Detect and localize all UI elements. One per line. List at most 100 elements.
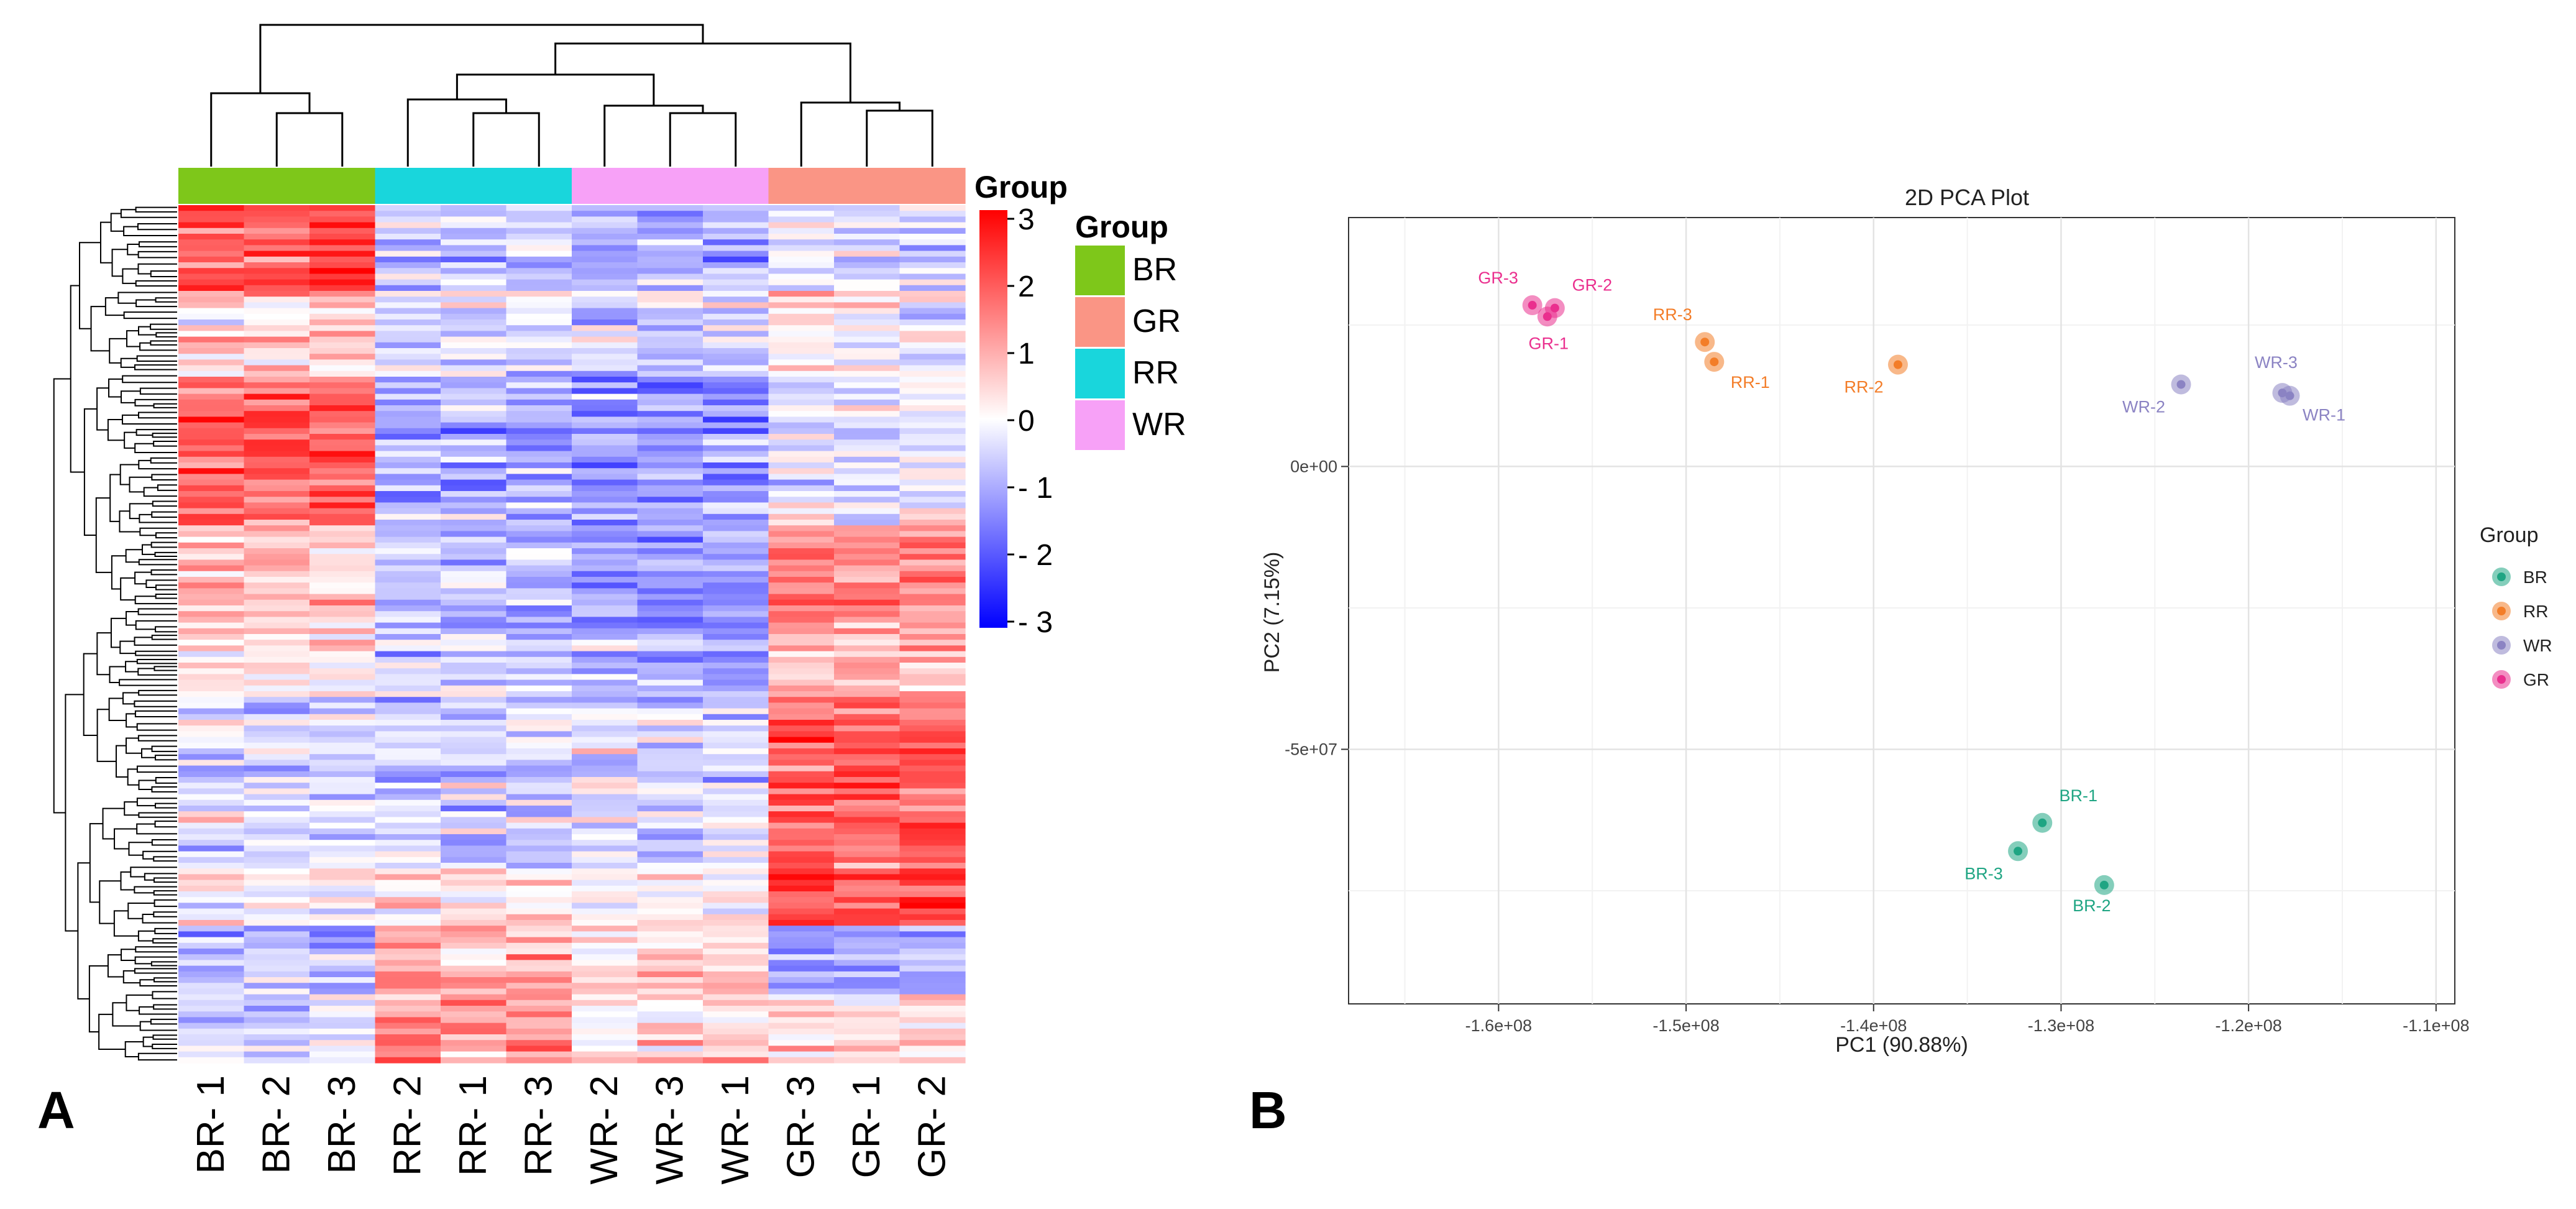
heatmap-cell — [309, 783, 376, 789]
heatmap-cell — [834, 451, 901, 457]
heatmap-cell — [178, 211, 245, 217]
heatmap-cell — [506, 485, 572, 492]
heatmap-cell — [572, 416, 638, 423]
heatmap-cell — [178, 599, 245, 606]
heatmap-cell — [506, 954, 572, 960]
heatmap-cell — [834, 1011, 901, 1018]
heatmap-cell — [244, 663, 310, 669]
heatmap-cell — [768, 565, 835, 572]
heatmap-cell — [506, 565, 572, 572]
heatmap-cell — [375, 851, 441, 858]
heatmap-cell — [244, 582, 310, 589]
heatmap-cell — [309, 262, 376, 269]
heatmap-cell — [768, 325, 835, 331]
heatmap-cell — [309, 771, 376, 778]
heatmap-cell — [703, 651, 769, 658]
heatmap-cell — [768, 548, 835, 554]
dendrogram-branch — [120, 871, 135, 891]
heatmap-cell — [834, 971, 901, 978]
heatmap-cell — [834, 834, 901, 840]
heatmap-cell — [244, 908, 310, 915]
dendrogram-branch — [153, 890, 165, 896]
heatmap-cell — [244, 863, 310, 869]
heatmap-cell — [244, 897, 310, 903]
heatmap-cell — [834, 393, 901, 400]
dendrogram-branch — [53, 378, 71, 814]
heatmap-cell — [309, 222, 376, 229]
heatmap-cell — [441, 954, 507, 960]
heatmap-cell — [572, 651, 638, 658]
heatmap-cell — [244, 559, 310, 566]
heatmap-cell — [244, 1011, 310, 1018]
heatmap-cell — [834, 285, 901, 292]
heatmap-cell — [834, 274, 901, 280]
heatmap-cell — [572, 937, 638, 944]
heatmap-cell — [244, 771, 310, 778]
sample-label: BR- 3 — [321, 1075, 364, 1174]
pca-legend-label-wr: WR — [2523, 636, 2552, 655]
heatmap-cell — [441, 656, 507, 663]
heatmap-cell — [703, 1023, 769, 1029]
dendrogram-branch — [135, 429, 153, 436]
heatmap-cell — [506, 605, 572, 612]
heatmap-cell — [572, 536, 638, 543]
heatmap-cell — [637, 742, 704, 749]
heatmap-cell — [309, 891, 376, 898]
heatmap-cell — [309, 748, 376, 755]
heatmap-cell — [309, 754, 376, 760]
heatmap-cell — [309, 708, 376, 715]
heatmap-cell — [768, 416, 835, 423]
heatmap-cell — [703, 748, 769, 755]
heatmap-cell — [768, 1017, 835, 1024]
heatmap-cell — [572, 691, 638, 697]
heatmap-cell — [506, 1057, 572, 1064]
heatmap-cell — [572, 1000, 638, 1006]
heatmap-cell — [834, 468, 901, 474]
heatmap-cell — [441, 920, 507, 926]
heatmap-cell — [703, 891, 769, 898]
heatmap-cell — [506, 393, 572, 400]
heatmap-cell — [375, 313, 441, 320]
heatmap-cell — [834, 697, 901, 703]
dendrogram-branch — [134, 700, 149, 707]
pca-legend-title: Group — [2480, 523, 2539, 547]
heatmap-cell — [244, 422, 310, 429]
heatmap-cell — [506, 1023, 572, 1029]
heatmap-cell — [178, 937, 245, 944]
heatmap-cell — [834, 497, 901, 503]
heatmap-cell — [244, 297, 310, 303]
heatmap-cell — [375, 285, 441, 292]
heatmap-cell — [703, 908, 769, 915]
heatmap-cell — [178, 691, 245, 697]
heatmap-cell — [572, 731, 638, 738]
heatmap-cell — [244, 262, 310, 269]
heatmap-cell — [637, 291, 704, 297]
heatmap-cell — [441, 1006, 507, 1012]
heatmap-cell — [703, 405, 769, 411]
heatmap-cell — [178, 674, 245, 681]
heatmap-cell — [703, 393, 769, 400]
heatmap-cell — [441, 714, 507, 720]
heatmap-cell — [899, 216, 966, 223]
heatmap-cell — [899, 897, 966, 903]
heatmap-cell — [834, 754, 901, 760]
heatmap-cell — [178, 1011, 245, 1018]
dendrogram-branch — [152, 991, 165, 1000]
heatmap-cell — [375, 880, 441, 886]
dendrogram-branch — [120, 209, 136, 218]
dendrogram-branch — [121, 949, 136, 961]
heatmap-cell — [506, 691, 572, 697]
heatmap-cell — [768, 679, 835, 686]
heatmap-cell — [834, 422, 901, 429]
heatmap-cell — [637, 988, 704, 995]
heatmap-cell — [572, 577, 638, 583]
heatmap-cell — [178, 222, 245, 229]
heatmap-cell — [899, 565, 966, 572]
dendrogram-branch — [125, 661, 139, 673]
dendrogram-branch — [124, 1041, 144, 1057]
sample-label: GR- 2 — [910, 1075, 953, 1178]
heatmap-cell — [834, 714, 901, 720]
heatmap-cell — [506, 1040, 572, 1046]
heatmap-cell — [441, 462, 507, 469]
